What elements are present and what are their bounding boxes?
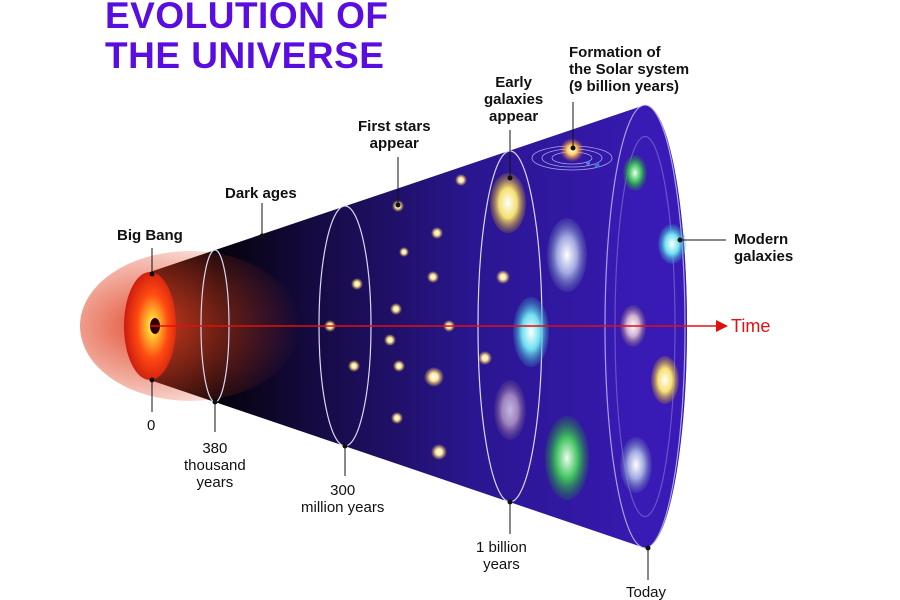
early-galaxies [490,173,589,500]
solar-system-line-2: the Solar system [569,61,690,78]
label-solar-system: Formation of the Solar system (9 billion… [569,44,689,95]
label-modern-galaxies: Modern galaxies [734,231,793,265]
time-1-billion: 1 billion years [476,539,527,573]
title-line-2: THE UNIVERSE [105,35,385,76]
t380k-line-2: thousand [184,457,246,474]
first-stars-line-1: First stars [358,118,431,135]
first-stars [324,174,510,460]
modern-galaxies-line-1: Modern [734,231,789,248]
t1b-line-1: 1 billion [476,539,527,556]
time-today: Today [626,584,667,600]
t300m-line-2: million years [301,499,385,516]
leader-lines [149,102,726,580]
solar-system-line-3: (9 billion years) [569,78,680,95]
label-big-bang: Big Bang [117,227,183,244]
title-line-1: EVOLUTION OF [105,0,389,36]
early-galaxies-line-1: Early [495,74,532,91]
first-stars-line-2: appear [369,135,419,152]
t1b-line-2: years [483,556,520,573]
label-first-stars: First stars appear [358,118,431,152]
t380k-line-1: 380 [202,440,228,457]
early-galaxies-line-3: appear [489,108,539,125]
t380k-line-3: years [196,474,234,491]
time-300-million: 300 million years [301,482,384,516]
time-0: 0 [147,417,156,434]
modern-galaxies [620,155,686,493]
label-early-galaxies: Early galaxies appear [484,74,543,125]
time-380-thousand: 380 thousand years [184,440,246,491]
t300m-line-1: 300 [330,482,356,499]
early-galaxies-line-2: galaxies [484,91,544,108]
time-arrow [150,320,728,332]
time-label: Time [731,316,771,336]
solar-system-line-1: Formation of [569,44,661,61]
label-dark-ages: Dark ages [225,185,297,202]
diagram-title: EVOLUTION OF THE UNIVERSE [105,0,389,76]
modern-galaxies-line-2: galaxies [734,248,794,265]
